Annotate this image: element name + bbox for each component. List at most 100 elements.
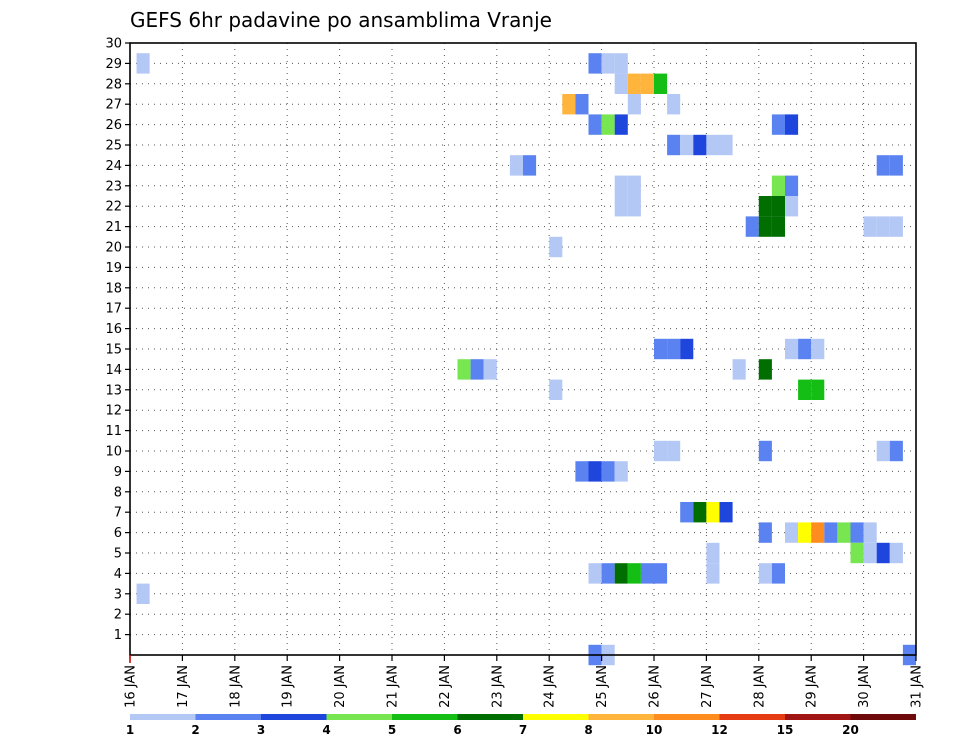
- heatmap-cell: [680, 338, 694, 360]
- heatmap-cell: [667, 440, 681, 462]
- x-tick-label: 28 JAN: [752, 665, 767, 708]
- heatmap-cell: [640, 73, 654, 94]
- heatmap-cell: [483, 359, 497, 380]
- colorbar-swatch: [130, 714, 196, 720]
- x-tick-label: 30 JAN: [857, 665, 872, 708]
- colorbar-swatch: [261, 714, 327, 720]
- heatmap-cell: [627, 563, 641, 584]
- y-tick-label: 27: [105, 98, 122, 113]
- x-axis: 16 JAN 17 JAN 18 JAN 19 JAN 20 JAN 21 JAN 22 J…: [124, 655, 925, 708]
- colorbar-swatch: [588, 714, 654, 720]
- heatmap-cell: [706, 134, 720, 156]
- heatmap-cell: [850, 542, 864, 564]
- heatmap-cell: [575, 461, 589, 482]
- y-tick-label: 29: [105, 57, 122, 72]
- heatmap-cell: [575, 94, 589, 115]
- colorbar-label: 15: [777, 723, 794, 737]
- x-tick-label: 21 JAN: [386, 665, 401, 708]
- heatmap-cell: [680, 502, 694, 523]
- y-tick-label: 19: [105, 261, 122, 276]
- heatmap-cell: [785, 114, 799, 135]
- heatmap-cell: [771, 563, 785, 584]
- heatmap-cell: [824, 522, 838, 543]
- heatmap-cell: [771, 216, 785, 237]
- grid-lines: [129, 42, 917, 655]
- heatmap-cell: [601, 461, 615, 482]
- y-tick-label: 26: [105, 118, 122, 133]
- y-tick-label: 12: [105, 404, 122, 419]
- heatmap-cell: [706, 502, 720, 523]
- colorbar-label: 12: [711, 723, 728, 737]
- y-tick-label: 23: [105, 179, 122, 194]
- heatmap-cell: [876, 155, 890, 176]
- heatmap-cell: [863, 216, 877, 237]
- heatmap-cell: [614, 73, 628, 94]
- heatmap-cell: [614, 461, 628, 482]
- heatmap-cell: [693, 502, 707, 523]
- heatmap-cell: [837, 522, 851, 543]
- colorbar-label: 3: [257, 723, 265, 737]
- heatmap-cell: [601, 53, 615, 74]
- cells-layer: [136, 53, 916, 666]
- y-tick-label: 17: [105, 302, 122, 317]
- colorbar-label: 2: [191, 723, 199, 737]
- y-tick-label: 30: [105, 37, 122, 52]
- heatmap-cell: [758, 563, 772, 584]
- heatmap-cell: [627, 196, 641, 217]
- heatmap-cell: [889, 440, 903, 462]
- y-tick-label: 7: [114, 506, 122, 521]
- colorbar-label: 8: [584, 723, 592, 737]
- x-tick-label: 29 JAN: [805, 665, 820, 708]
- x-tick-label: 31 JAN: [910, 665, 925, 708]
- heatmap-cell: [876, 440, 890, 462]
- y-tick-label: 21: [105, 220, 122, 235]
- colorbar-label: 7: [519, 723, 527, 737]
- y-tick-label: 24: [105, 159, 122, 174]
- y-tick-label: 2: [114, 608, 122, 623]
- heatmap-cell: [758, 216, 772, 237]
- colorbar-swatch: [654, 714, 720, 720]
- y-axis: 1234567891011121314151617181920212223242…: [105, 37, 130, 643]
- y-tick-label: 25: [105, 139, 122, 154]
- x-tick-label: 24 JAN: [543, 665, 558, 708]
- x-tick-label: 27 JAN: [700, 665, 715, 708]
- heatmap-cell: [889, 542, 903, 564]
- heatmap-cell: [588, 114, 602, 135]
- colorbar: 1 2 3 4 5 6 7 8 10 12 15 20: [126, 714, 916, 737]
- colorbar-swatch: [785, 714, 851, 720]
- colorbar-swatch: [719, 714, 785, 720]
- y-tick-label: 10: [105, 445, 122, 460]
- colorbar-label: 10: [646, 723, 663, 737]
- heatmap-cell: [523, 155, 537, 176]
- colorbar-label: 5: [388, 723, 396, 737]
- colorbar-swatch: [457, 714, 523, 720]
- heatmap-cell: [614, 196, 628, 217]
- x-tick-label: 19 JAN: [281, 665, 296, 708]
- heatmap-cell: [863, 522, 877, 543]
- heatmap-cell: [614, 53, 628, 74]
- heatmap-cell: [562, 94, 576, 115]
- heatmap-cell: [811, 338, 825, 360]
- heatmap-cell: [654, 73, 668, 94]
- heatmap-cell: [758, 359, 772, 380]
- heatmap-cell: [706, 563, 720, 584]
- heatmap-cell: [654, 338, 668, 360]
- y-tick-label: 6: [114, 526, 122, 541]
- heatmap-cell: [136, 583, 150, 604]
- heatmap-cell: [798, 338, 812, 360]
- heatmap-cell: [627, 73, 641, 94]
- y-tick-label: 3: [114, 587, 122, 602]
- colorbar-swatch: [326, 714, 392, 720]
- heatmap-cell: [785, 196, 799, 217]
- heatmap-cell: [758, 196, 772, 217]
- heatmap-cell: [654, 563, 668, 584]
- colorbar-swatch: [195, 714, 261, 720]
- heatmap-cell: [771, 196, 785, 217]
- heatmap-cell: [470, 359, 484, 380]
- heatmap-cell: [798, 379, 812, 400]
- heatmap-cell: [627, 94, 641, 115]
- y-tick-label: 28: [105, 77, 122, 92]
- y-tick-label: 20: [105, 241, 122, 256]
- x-tick-label: 25 JAN: [595, 665, 610, 708]
- heatmap-cell: [614, 175, 628, 196]
